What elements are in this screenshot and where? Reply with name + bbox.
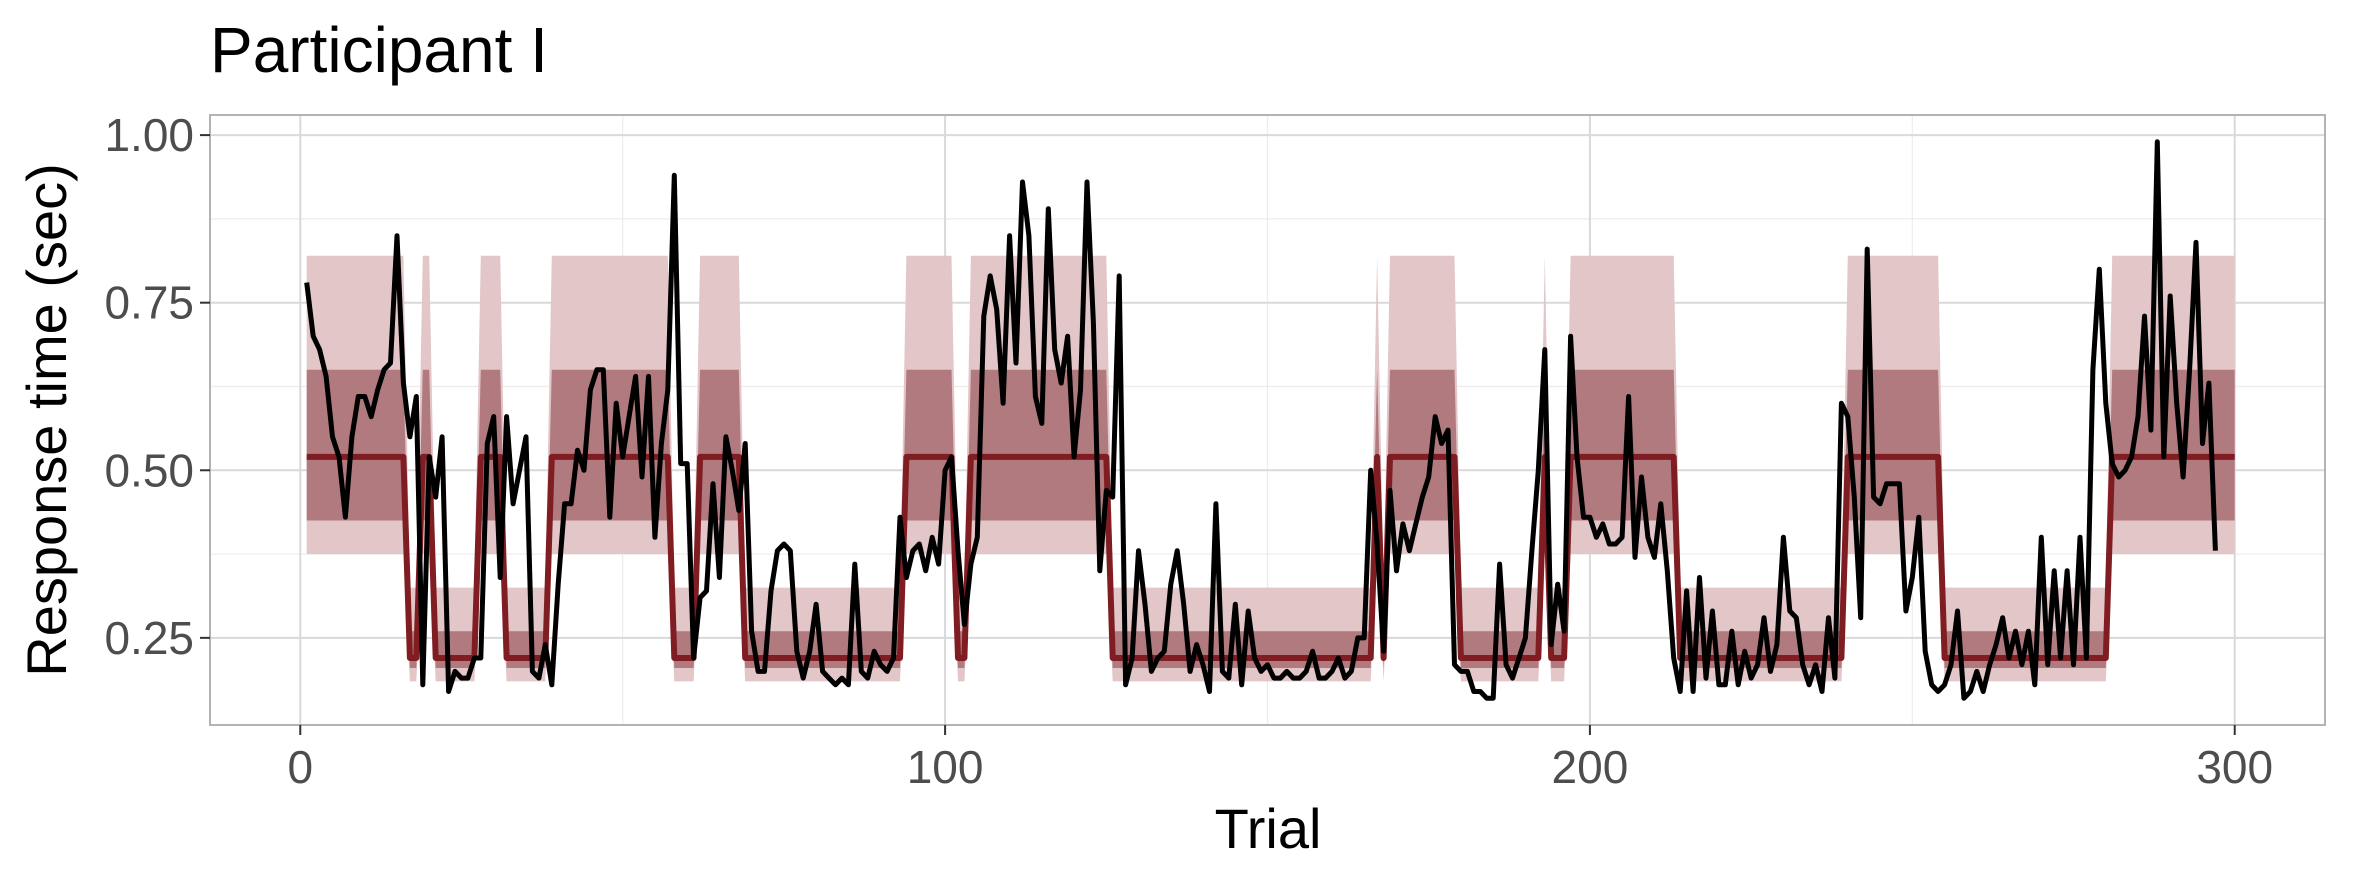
plot-border: [209, 114, 2326, 726]
x-tick-label: 200: [1552, 741, 1629, 793]
inner-prediction-band: [306, 369, 2235, 668]
y-axis-title: Response time (sec): [15, 163, 78, 677]
observed-response-line: [304, 139, 2218, 701]
x-axis-title: Trial: [1215, 797, 1322, 860]
y-tick-label: 0.50: [104, 444, 194, 496]
x-tick-label: 300: [2196, 741, 2273, 793]
predicted-median-line: [306, 453, 2235, 661]
x-tick-label: 0: [287, 741, 313, 793]
y-tick-label: 0.25: [104, 612, 194, 664]
x-tick-label: 100: [907, 741, 984, 793]
y-tick-label: 0.75: [104, 277, 194, 329]
y-axis: 0.25 0.50 0.75 1.00: [104, 109, 210, 664]
x-axis: 0 100 200 300: [287, 725, 2273, 793]
chart-title: Participant I: [210, 14, 548, 86]
series-lines: [304, 139, 2235, 701]
y-tick-label: 1.00: [104, 109, 194, 161]
